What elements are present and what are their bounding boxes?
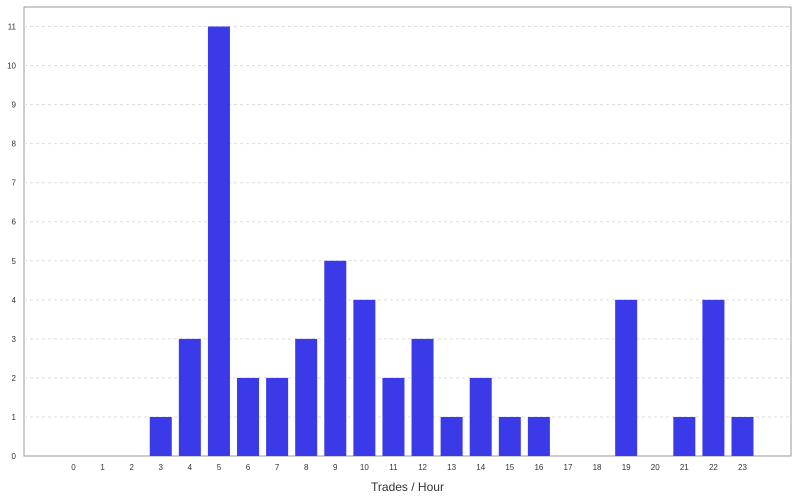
y-tick-label: 6 <box>12 218 17 227</box>
x-axis: 0 1 2 3 4 5 6 7 8 9 10 11 12 13 14 15 16 17 18 19 20 21 22 23 <box>71 463 747 472</box>
bar-hour-12 <box>411 338 434 456</box>
bars <box>149 26 754 457</box>
x-tick-label: 19 <box>622 463 631 472</box>
bar-hour-14 <box>469 377 492 456</box>
x-tick-label: 12 <box>418 463 427 472</box>
x-tick-label: 22 <box>709 463 718 472</box>
bar-hour-21 <box>673 416 696 456</box>
bar-hour-15 <box>498 416 521 456</box>
x-tick-label: 7 <box>275 463 280 472</box>
x-tick-label: 21 <box>680 463 689 472</box>
bar-hour-3 <box>149 416 172 456</box>
y-tick-label: 11 <box>8 23 17 32</box>
x-tick-label: 1 <box>100 463 105 472</box>
y-tick-label: 5 <box>12 257 17 266</box>
x-tick-label: 3 <box>159 463 164 472</box>
bar-hour-6 <box>237 377 260 456</box>
y-tick-label: 10 <box>7 62 16 71</box>
x-tick-label: 18 <box>593 463 602 472</box>
y-tick-label: 0 <box>12 452 17 461</box>
grid-lines <box>24 26 791 418</box>
x-tick-label: 9 <box>333 463 338 472</box>
x-tick-label: 4 <box>188 463 193 472</box>
x-tick-label: 0 <box>71 463 76 472</box>
x-tick-label: 5 <box>217 463 222 472</box>
plot-area <box>23 6 792 457</box>
x-tick-label: 6 <box>246 463 251 472</box>
y-tick-label: 8 <box>12 140 17 149</box>
bar-hour-9 <box>324 260 347 456</box>
x-tick-label: 17 <box>564 463 573 472</box>
y-tick-label: 1 <box>12 413 17 422</box>
bar-hour-10 <box>353 299 376 456</box>
x-tick-label: 2 <box>129 463 134 472</box>
x-tick-label: 16 <box>534 463 543 472</box>
x-axis-title: Trades / Hour <box>371 480 444 494</box>
x-tick-label: 14 <box>476 463 485 472</box>
y-axis: 0 1 2 3 4 5 6 7 8 9 10 11 <box>7 23 16 461</box>
y-tick-label: 7 <box>12 179 17 188</box>
x-tick-label: 15 <box>505 463 514 472</box>
bar-hour-8 <box>295 338 318 456</box>
x-tick-label: 13 <box>447 463 456 472</box>
y-tick-label: 2 <box>12 374 17 383</box>
bar-hour-23 <box>731 416 754 456</box>
y-tick-label: 4 <box>12 296 17 305</box>
y-tick-label: 3 <box>12 335 17 344</box>
bar-hour-11 <box>382 377 405 456</box>
bar-hour-19 <box>615 299 638 456</box>
x-tick-label: 10 <box>360 463 369 472</box>
bar-hour-16 <box>527 416 550 456</box>
bar-hour-4 <box>178 338 201 456</box>
bar-hour-13 <box>440 416 463 456</box>
x-tick-label: 8 <box>304 463 309 472</box>
bar-hour-5 <box>207 26 230 457</box>
bar-hour-22 <box>702 299 725 456</box>
x-tick-label: 11 <box>389 463 398 472</box>
x-tick-label: 23 <box>738 463 747 472</box>
x-tick-label: 20 <box>651 463 660 472</box>
bar-hour-7 <box>266 377 289 456</box>
y-tick-label: 9 <box>12 101 17 110</box>
